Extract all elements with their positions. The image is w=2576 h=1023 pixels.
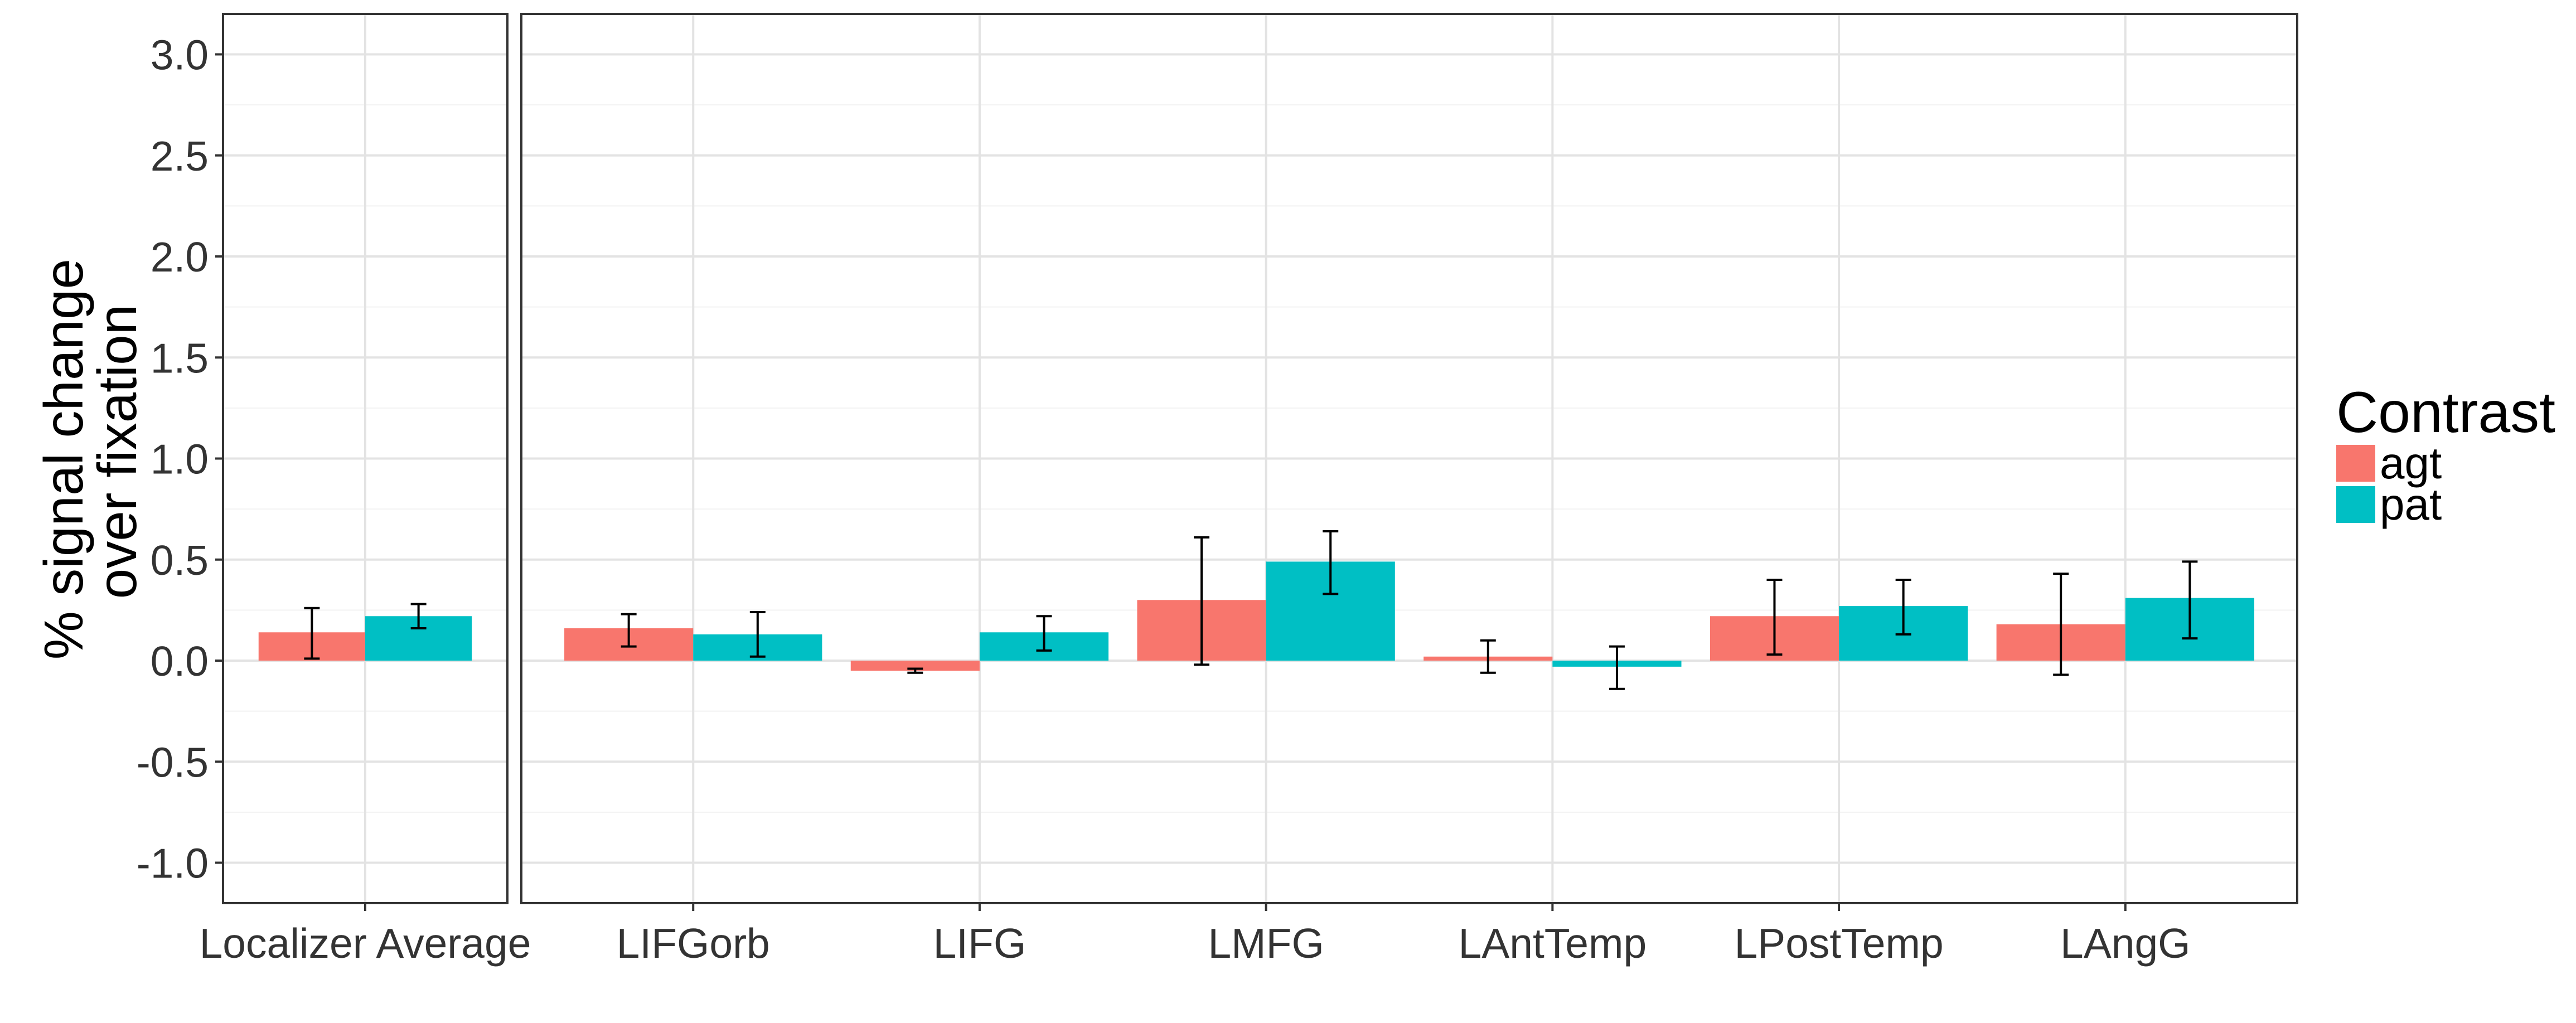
y-tick-label: 1.0 <box>151 436 209 483</box>
y-axis-title-line-1: % signal change <box>33 259 94 660</box>
y-tick-label: 1.5 <box>151 334 209 381</box>
x-tick-label: Localizer Average <box>200 920 531 967</box>
legend-label-agt: agt <box>2380 438 2442 488</box>
y-tick-label: 0.5 <box>151 537 209 584</box>
legend: Contrast agt pat <box>2336 380 2555 529</box>
x-tick-label: LAngG <box>2060 920 2191 967</box>
y-tick-label: 2.0 <box>151 234 209 280</box>
y-tick-label: -1.0 <box>137 840 209 887</box>
x-tick-label: LMFG <box>1208 920 1324 967</box>
legend-key-agt <box>2336 445 2375 482</box>
legend-title: Contrast <box>2336 380 2555 445</box>
y-axis-title-line-2: over fixation <box>86 304 148 599</box>
panels-layer: Localizer Average LIFGorb LIFG LMFG LAntTemp… <box>200 13 2298 967</box>
y-axis-title: % signal change over fixation <box>33 244 148 660</box>
y-tick-label: 3.0 <box>151 32 209 79</box>
x-tick-label: LIFG <box>933 920 1026 967</box>
panel-2: LIFGorb LIFG LMFG LAntTemp LPostTemp LAngG <box>520 13 2298 967</box>
y-axis: 3.0 2.5 2.0 1.5 1.0 0.5 0.0 -0.5 -1.0 <box>137 32 223 887</box>
y-tick-label: 2.5 <box>151 133 209 180</box>
x-tick-label: LIFGorb <box>617 920 770 967</box>
x-tick-label: LAntTemp <box>1459 920 1647 967</box>
y-tick-label: 0.0 <box>151 638 209 685</box>
bar-agt <box>850 661 980 671</box>
legend-label-pat: pat <box>2380 479 2442 529</box>
legend-key-pat <box>2336 486 2375 523</box>
panel-1: Localizer Average <box>200 13 531 967</box>
panel-border <box>520 13 2298 904</box>
x-tick-label: LPostTemp <box>1734 920 1943 967</box>
y-tick-label: -0.5 <box>137 739 209 786</box>
